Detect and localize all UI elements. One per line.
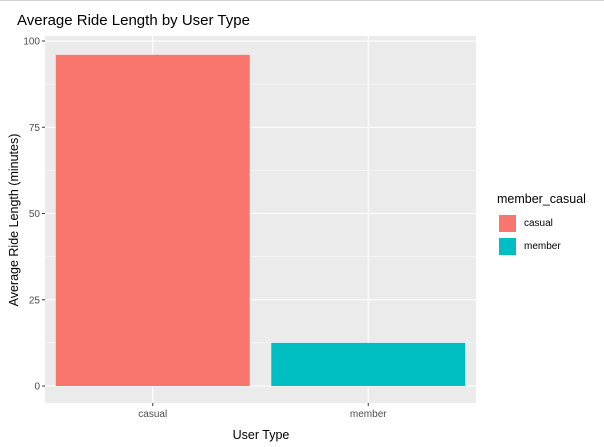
legend-label-member: member [524, 241, 561, 252]
x-tick-label: member [350, 409, 387, 420]
legend-key-member [499, 238, 516, 255]
x-axis-title: User Type [232, 428, 290, 442]
legend-item-member: member [497, 235, 586, 258]
legend-key-casual [499, 215, 516, 232]
bars [55, 54, 466, 387]
x-tick-label: casual [138, 409, 167, 420]
y-tick-label: 75 [29, 123, 41, 134]
legend-item-casual: casual [497, 212, 586, 235]
y-tick-label: 50 [29, 209, 41, 220]
y-tick-label: 100 [23, 37, 40, 48]
bar-member [271, 342, 466, 386]
legend: member_casual casual member [497, 192, 586, 258]
y-tick-label: 0 [34, 382, 40, 393]
y-axis-ticks: 0 25 50 75 100 [23, 37, 45, 393]
x-axis-ticks: casual member [138, 403, 387, 420]
top-border [0, 0, 604, 1]
bar-casual [55, 54, 250, 387]
legend-title: member_casual [497, 192, 586, 206]
y-tick-label: 25 [29, 295, 41, 306]
legend-label-casual: casual [524, 218, 553, 229]
chart-title: Average Ride Length by User Type [17, 12, 250, 29]
